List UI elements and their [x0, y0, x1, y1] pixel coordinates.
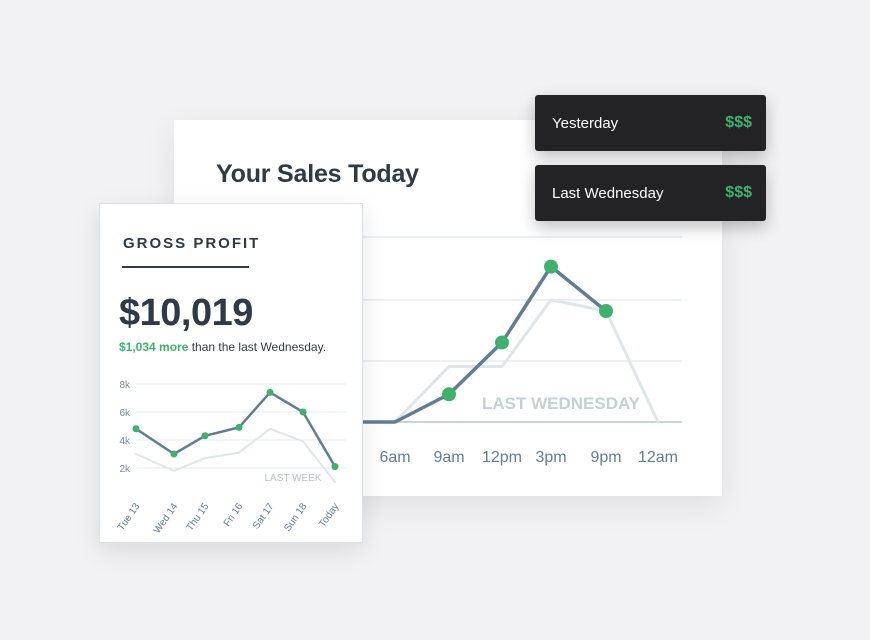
x-tick-label: 9pm — [590, 449, 621, 466]
series-line-this-week — [134, 391, 337, 468]
data-point — [442, 387, 456, 402]
comparison-popup-yesterday[interactable]: Yesterday $$$ — [535, 95, 766, 151]
popup-label: Yesterday — [552, 115, 619, 132]
data-point — [299, 408, 307, 416]
data-point — [235, 423, 243, 431]
popup-label: Last Wednesday — [552, 185, 664, 202]
sales-line-chart: LAST WEDNESDAY 6am 9am 12pm 3pm 9pm 12am — [358, 236, 682, 466]
x-tick-label: 3pm — [535, 449, 566, 466]
data-point — [266, 388, 274, 396]
data-point — [544, 259, 558, 274]
sales-title: Your Sales Today — [216, 160, 419, 188]
series-annotation: LAST WEEK — [264, 473, 321, 484]
data-point — [495, 335, 509, 350]
x-tick-label: 12pm — [482, 449, 522, 466]
gross-profit-value: $10,019 — [119, 292, 253, 334]
weekly-profit-chart: 8k 6k 4k 2k LAST WEEK Tue 13 Wed 14 Thu 15 Fri 1… — [116, 380, 346, 536]
data-point — [201, 432, 209, 440]
series-line-today — [358, 264, 608, 424]
y-tick-label: 2k — [119, 464, 131, 475]
comparison-note: $1,034 more than the last Wednesday. — [119, 340, 326, 354]
data-point — [599, 304, 613, 318]
x-tick-label: Sun 18 — [282, 501, 309, 534]
y-tick-label: 4k — [119, 436, 131, 447]
gross-profit-heading: GROSS PROFIT — [123, 235, 261, 252]
data-point — [331, 463, 339, 471]
gross-profit-card: GROSS PROFIT $10,019 $1,034 more than th… — [99, 203, 363, 543]
x-tick-label: Fri 16 — [222, 501, 246, 529]
comparison-note-text: than the last Wednesday. — [188, 340, 327, 354]
x-tick-label: 12am — [638, 449, 678, 466]
x-tick-label: Sat 17 — [251, 501, 277, 531]
x-tick-label: Tue 13 — [116, 501, 143, 533]
x-tick-label: Wed 14 — [152, 501, 181, 536]
popup-value: $$$ — [725, 114, 752, 131]
comparison-note-delta: $1,034 more — [119, 340, 189, 354]
x-tick-label: 6am — [379, 449, 410, 466]
heading-underline — [122, 266, 249, 268]
series-annotation: LAST WEDNESDAY — [482, 394, 641, 413]
data-point — [132, 425, 140, 433]
popup-value: $$$ — [725, 184, 752, 201]
series-line-last-week — [135, 427, 336, 483]
x-tick-label: Today — [317, 501, 341, 529]
x-tick-label: Thu 15 — [185, 501, 212, 533]
comparison-popup-last-wednesday[interactable]: Last Wednesday $$$ — [535, 165, 766, 221]
y-tick-label: 6k — [119, 408, 131, 419]
data-point — [170, 450, 178, 458]
y-tick-label: 8k — [119, 380, 131, 391]
x-tick-label: 9am — [433, 449, 464, 466]
